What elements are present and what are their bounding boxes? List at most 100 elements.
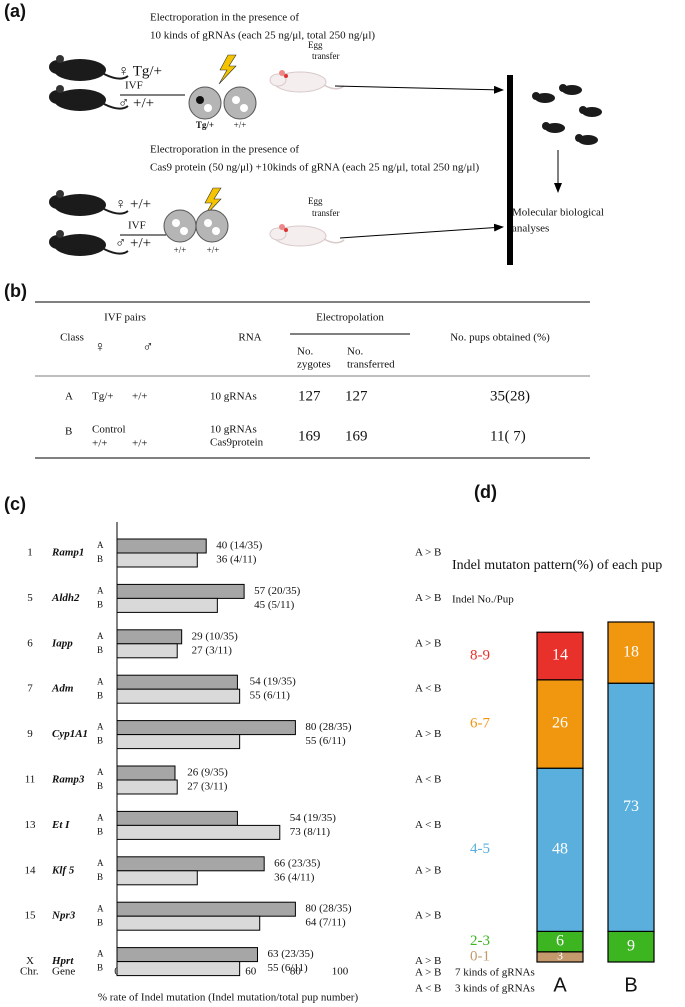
series-letter: B — [97, 736, 103, 746]
value-label: 66 (23/35) — [274, 857, 320, 869]
value-label: 55 (6/11) — [305, 735, 346, 747]
segment-label: 73 — [623, 798, 639, 815]
legend-label: 0-1 — [470, 948, 490, 964]
gene-label: Adm — [51, 683, 74, 695]
legend-label: A > B — [415, 967, 441, 979]
table-header: transferred — [347, 359, 395, 371]
bar — [116, 734, 241, 750]
step-text: Electroporation in the presence of — [150, 12, 299, 24]
value-label: 80 (28/35) — [305, 721, 351, 733]
bar — [116, 674, 238, 690]
comparison: A > B — [415, 910, 441, 922]
egg-transfer: Egg — [308, 40, 323, 50]
table-header: No. — [297, 346, 313, 358]
nucleus — [232, 96, 240, 104]
table-header: ♂ — [142, 339, 153, 355]
value-label: 29 (10/35) — [192, 630, 238, 642]
comparison: A < B — [415, 774, 441, 786]
comparison: A > B — [415, 637, 441, 649]
value-label: 64 (7/11) — [305, 917, 346, 929]
panel-b: (b) Class IVF pairs ♀ ♂ RNA Electropolat… — [4, 281, 590, 459]
bar — [116, 538, 207, 554]
chromosome: 1 — [27, 547, 33, 559]
value-label: 54 (19/35) — [250, 676, 296, 688]
series-letter: A — [97, 903, 104, 913]
x-tick-label: B — [624, 974, 637, 996]
panel-label: (a) — [4, 1, 26, 21]
table-cell: 127 — [298, 388, 321, 404]
egg-transfer: transfer — [312, 208, 339, 218]
outcome-text: analyses — [512, 223, 549, 235]
egg-transfer: Egg — [308, 196, 323, 206]
series-letter: B — [97, 826, 103, 836]
series-letter: A — [97, 767, 104, 777]
legend-label: 4-5 — [470, 841, 490, 857]
chromosome: 15 — [25, 910, 37, 922]
zygote-label: +/+ — [234, 120, 247, 130]
zygote-label: Tg/+ — [196, 120, 214, 130]
pup-icon — [579, 106, 602, 117]
comparison: A > B — [415, 547, 441, 559]
series-letter: A — [97, 858, 104, 868]
gene-label: Ramp1 — [51, 547, 84, 559]
series-letter: A — [97, 631, 104, 641]
step-text: Electroporation in the presence of — [150, 144, 299, 156]
value-label: 54 (19/35) — [290, 812, 336, 824]
series-letter: B — [97, 554, 103, 564]
series-letter: B — [97, 917, 103, 927]
table-cell: Tg/+ — [92, 391, 113, 403]
table-header: zygotes — [297, 359, 331, 371]
series-letter: A — [97, 540, 104, 550]
gene-label: Et I — [51, 819, 70, 831]
nucleus — [240, 104, 248, 112]
table-cell: Cas9protein — [210, 437, 264, 449]
bar — [116, 947, 258, 963]
column-header: Chr. — [20, 966, 39, 978]
gene-label: Iapp — [51, 637, 73, 649]
series-letter: A — [97, 722, 104, 732]
y-axis-title: Indel No./Pup — [452, 594, 514, 606]
value-label: 57 (20/35) — [254, 585, 300, 597]
table-cell: 169 — [298, 428, 321, 444]
value-label: 80 (28/35) — [305, 903, 351, 915]
zygote — [223, 86, 257, 120]
bar — [116, 824, 281, 840]
table-cell: 10 gRNAs — [210, 391, 257, 403]
outcome-text: Molecular biological — [512, 207, 604, 219]
table-cell: 35(28) — [490, 388, 530, 404]
pup-icon — [559, 84, 582, 95]
panel-a: (a) Electroporation in the presence of 1… — [4, 1, 604, 265]
segment — [607, 621, 655, 684]
table-cell: A — [65, 391, 73, 403]
chromosome: 11 — [25, 774, 36, 786]
legend-label: 2-3 — [470, 933, 490, 949]
nucleus — [204, 219, 212, 227]
genotype: ♀ +/+ — [115, 196, 151, 212]
chromosome: 6 — [27, 637, 33, 649]
zygote-label: +/+ — [174, 245, 187, 255]
series-letter: B — [97, 781, 103, 791]
pup-icon — [532, 92, 555, 103]
segment — [607, 930, 655, 963]
panel-label: (d) — [474, 482, 497, 502]
chart-title: Indel mutaton pattern(%) of each pup — [452, 558, 662, 573]
x-axis-title: % rate of Indel mutation (Indel mutation… — [98, 992, 359, 1004]
legend-text: 3 kinds of gRNAs — [455, 983, 535, 995]
value-label: 45 (5/11) — [254, 599, 295, 611]
segment — [536, 767, 584, 933]
series-letter: A — [97, 585, 104, 595]
nucleus — [196, 96, 204, 104]
x-tick-label: 100 — [332, 966, 349, 978]
legend-label: A < B — [415, 983, 441, 995]
legend-label: 8-9 — [470, 647, 490, 663]
bar — [116, 901, 296, 917]
ivf-label: IVF — [128, 220, 146, 232]
zygote — [195, 209, 229, 243]
bolt — [218, 54, 237, 85]
table-cell: 11( 7) — [490, 428, 526, 444]
bar — [116, 856, 265, 872]
genotype: ♂ +/+ — [115, 235, 151, 251]
segment-label: 18 — [623, 643, 639, 660]
series-letter: B — [97, 963, 103, 973]
bar — [116, 915, 261, 931]
